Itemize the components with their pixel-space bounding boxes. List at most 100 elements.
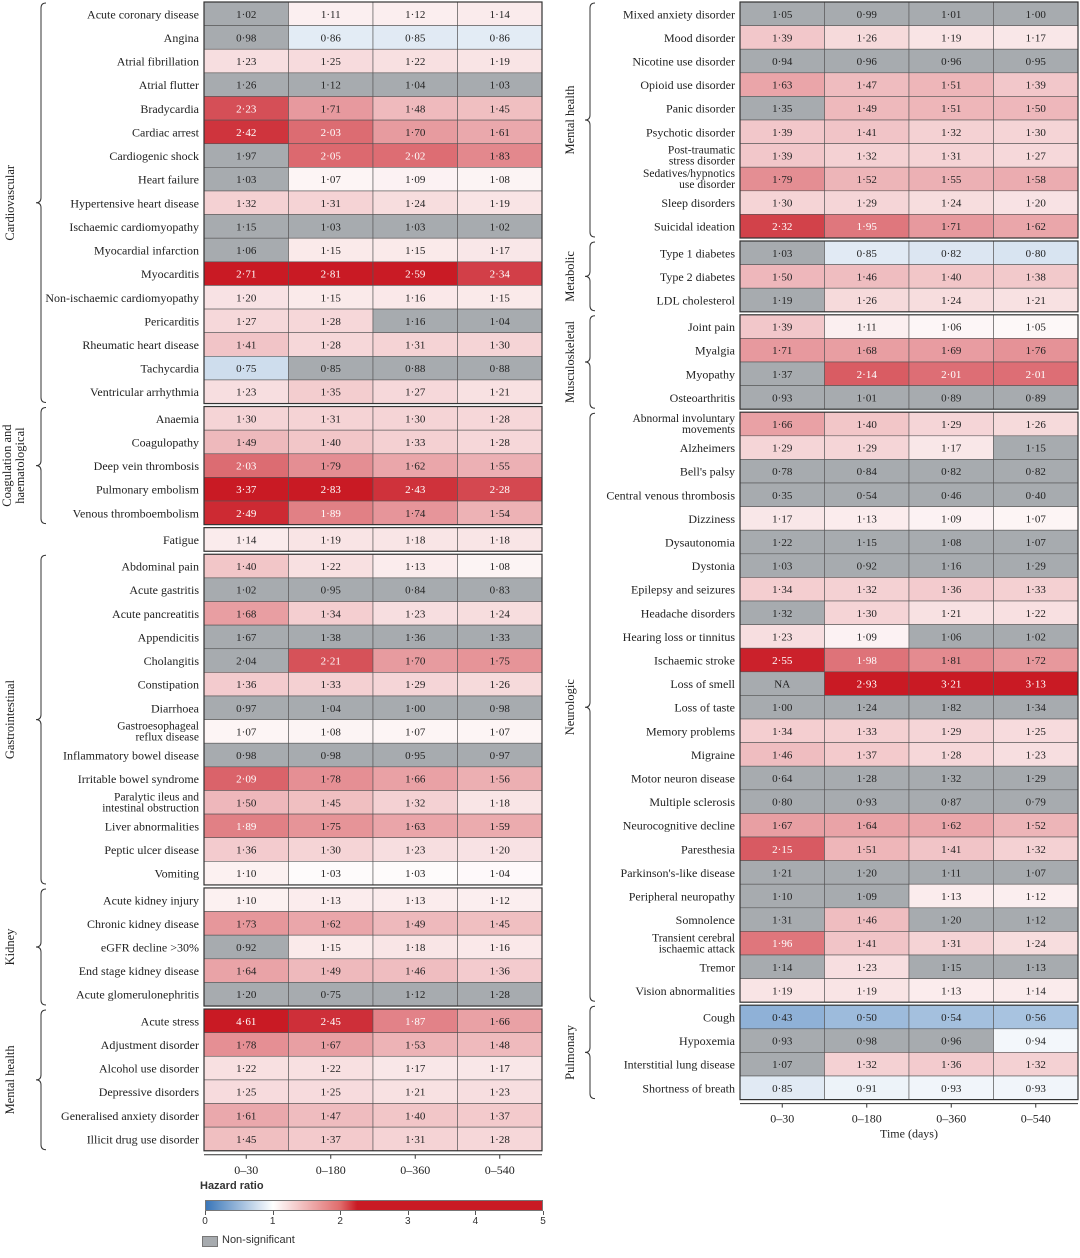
cell-value: 2·83 xyxy=(321,484,342,496)
group-bracket xyxy=(584,412,596,1002)
group-border xyxy=(203,527,543,552)
cell-value: 1·76 xyxy=(1026,345,1047,357)
cell-value: 1·06 xyxy=(941,631,962,643)
cell-value: 1·26 xyxy=(236,80,257,92)
cell-value: 0·93 xyxy=(1026,1083,1047,1095)
row-label: Rheumatic heart disease xyxy=(82,338,199,352)
cell-value: 1·29 xyxy=(1026,773,1047,785)
cell-value: 1·19 xyxy=(321,534,342,546)
cell-value: 1·16 xyxy=(405,316,426,328)
cell-value: 1·28 xyxy=(490,413,511,425)
cell-value: 0·98 xyxy=(321,750,342,762)
cell-value: 1·29 xyxy=(1026,561,1047,573)
row-label: Dysautonomia xyxy=(665,536,736,550)
group-label: Gastrointestinal xyxy=(3,680,17,760)
group-label: Mental health xyxy=(563,85,577,155)
cell-value: 0·97 xyxy=(236,703,257,715)
legend-ns-swatch xyxy=(202,1236,218,1247)
cell-value: 1·34 xyxy=(1026,702,1047,714)
cell-value: 1·15 xyxy=(941,962,962,974)
cell-value: 1·14 xyxy=(1026,985,1047,997)
cell-value: 1·29 xyxy=(941,419,962,431)
cell-value: 0·56 xyxy=(1026,1012,1047,1024)
cell-value: 1·25 xyxy=(321,1087,342,1099)
cell-value: 2·14 xyxy=(857,369,878,381)
cell-value: 2·81 xyxy=(321,269,341,281)
cell-value: 2·28 xyxy=(490,484,511,496)
cell-value: 1·19 xyxy=(772,295,793,307)
cell-value: 1·13 xyxy=(405,895,426,907)
cell-value: 1·49 xyxy=(236,437,257,449)
cell-value: 0·95 xyxy=(321,585,342,597)
cell-value: 1·11 xyxy=(857,322,877,334)
row-label: Illicit drug use disorder xyxy=(87,1132,199,1146)
cell-value: 1·30 xyxy=(857,608,878,620)
row-label: Bell's palsy xyxy=(680,465,735,479)
row-label: Cardiogenic shock xyxy=(109,149,199,163)
cell-value: 0·85 xyxy=(321,363,342,375)
cell-value: 1·83 xyxy=(490,151,511,163)
cell-value: 1·28 xyxy=(490,1134,511,1146)
legend: Hazard ratio 0 1 2 3 4 5 Non-significant xyxy=(200,1180,560,1258)
cell-value: 1·32 xyxy=(1026,1059,1046,1071)
cell-value: 0·64 xyxy=(772,773,793,785)
x-tick-label: 0–30 xyxy=(234,1163,258,1177)
cell-value: 1·29 xyxy=(857,443,878,455)
cell-value: 1·64 xyxy=(236,966,257,978)
cell-value: 1·51 xyxy=(941,103,961,115)
group-bracket xyxy=(35,1009,47,1151)
row-label: Transient cerebral ischaemic attack xyxy=(652,932,735,955)
cell-value: 1·24 xyxy=(490,608,511,620)
cell-value: 1·41 xyxy=(857,127,877,139)
cell-value: 1·49 xyxy=(321,966,342,978)
cell-value: 1·00 xyxy=(1026,9,1047,21)
cell-value: 0·84 xyxy=(857,466,878,478)
cell-value: 1·69 xyxy=(941,345,962,357)
cell-value: 1·28 xyxy=(941,749,962,761)
cell-value: 0·93 xyxy=(772,1036,793,1048)
cell-value: 1·08 xyxy=(490,561,511,573)
cell-value: 1·10 xyxy=(236,868,257,880)
cell-value: 1·71 xyxy=(321,103,341,115)
cell-value: 1·03 xyxy=(490,80,511,92)
cell-value: 0·54 xyxy=(941,1012,962,1024)
group-label: Pulmonary xyxy=(563,1024,577,1080)
cell-value: 1·33 xyxy=(1026,584,1047,596)
cell-value: 1·10 xyxy=(772,891,793,903)
cell-value: 1·62 xyxy=(405,461,425,473)
legend-tick xyxy=(475,1211,477,1215)
row-label: Loss of taste xyxy=(674,701,735,715)
row-label: Tremor xyxy=(699,960,735,974)
cell-value: 0·94 xyxy=(772,56,793,68)
group-border xyxy=(203,1008,543,1152)
cell-value: 2·55 xyxy=(772,655,793,667)
cell-value: 1·03 xyxy=(405,221,426,233)
cell-value: 1·50 xyxy=(1026,103,1047,115)
cell-value: 0·98 xyxy=(857,1036,878,1048)
row-label: Acute pancreatitis xyxy=(112,607,199,621)
cell-value: 1·12 xyxy=(405,989,425,1001)
cell-value: 1·49 xyxy=(405,918,426,930)
legend-title: Hazard ratio xyxy=(200,1180,264,1192)
row-label: Anaemia xyxy=(156,412,200,426)
cell-value: 1·46 xyxy=(857,915,878,927)
cell-value: 1·13 xyxy=(405,561,426,573)
cell-value: 1·24 xyxy=(1026,938,1047,950)
x-tick-label: 0–360 xyxy=(936,1112,966,1126)
cell-value: 1·49 xyxy=(857,103,878,115)
cell-value: 1·66 xyxy=(405,774,426,786)
group-bracket xyxy=(584,241,596,312)
cell-value: 1·07 xyxy=(490,726,511,738)
group-label: Musculoskeletal xyxy=(563,321,577,403)
cell-value: 0·82 xyxy=(941,466,961,478)
cell-value: 1·29 xyxy=(405,679,426,691)
cell-value: 1·21 xyxy=(1026,295,1046,307)
cell-value: 1·36 xyxy=(405,632,426,644)
group-bracket xyxy=(584,1005,596,1100)
cell-value: 1·32 xyxy=(941,773,961,785)
cell-value: 1·32 xyxy=(405,797,425,809)
cell-value: 2·23 xyxy=(236,103,257,115)
cell-value: 1·28 xyxy=(857,773,878,785)
cell-value: 1·39 xyxy=(772,127,793,139)
row-label: Generalised anxiety disorder xyxy=(61,1109,199,1123)
